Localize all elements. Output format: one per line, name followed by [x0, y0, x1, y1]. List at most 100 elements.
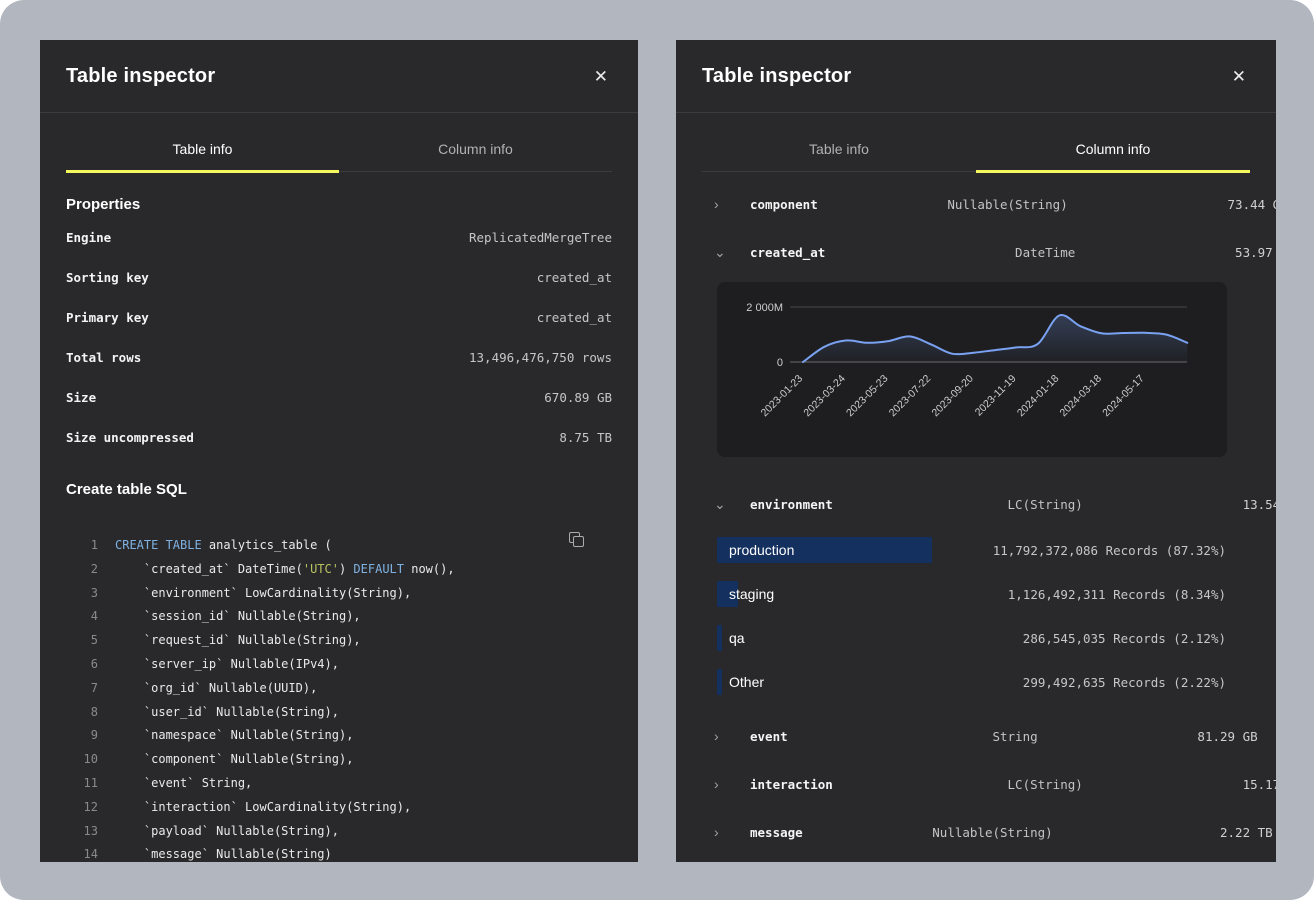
environment-value-bar-wrap: production	[717, 537, 806, 563]
close-icon[interactable]: ✕	[590, 64, 612, 89]
column-type: String	[788, 729, 1038, 744]
x-axis-tick-label: 2024-01-18	[1015, 373, 1062, 420]
y-axis-tick-label: 2 000M	[746, 302, 783, 314]
chevron-right-icon[interactable]: ›	[714, 777, 750, 791]
property-value: created_at	[537, 310, 612, 325]
property-label: Primary key	[66, 310, 149, 325]
property-row: Sorting key created_at	[66, 257, 612, 297]
sql-code-line: 12 `interaction` LowCardinality(String),	[66, 796, 612, 820]
column-row-message[interactable]: ›messageNullable(String)2.22 TB	[676, 808, 1276, 856]
sql-code-block: 1CREATE TABLE analytics_table (2 `create…	[66, 534, 612, 862]
close-icon[interactable]: ✕	[1228, 64, 1250, 89]
environment-value-label: qa	[717, 630, 757, 646]
x-axis-tick-label: 2023-05-23	[844, 373, 891, 420]
column-name: component	[750, 197, 818, 212]
property-value: 8.75 TB	[559, 430, 612, 445]
environment-value-records: 286,545,035 Records (2.12%)	[1023, 631, 1226, 646]
column-size: 53.97 GB	[1075, 245, 1276, 260]
column-type: Nullable(String)	[803, 825, 1053, 840]
line-number: 12	[66, 796, 98, 820]
column-size: 73.44 GB	[1068, 197, 1276, 212]
tab-table-info[interactable]: Table info	[702, 126, 976, 171]
property-row: Size uncompressed8.75 TB	[66, 417, 612, 457]
property-value: created_at	[537, 270, 612, 285]
tab-column-info[interactable]: Column info	[339, 126, 612, 171]
column-size: 13.54 GB	[1083, 497, 1276, 512]
sql-code-line: 13 `payload` Nullable(String),	[66, 820, 612, 844]
x-axis-tick-label: 2023-07-22	[887, 373, 934, 420]
tab-column-info[interactable]: Column info	[976, 126, 1250, 171]
column-name: event	[750, 729, 788, 744]
column-row-component[interactable]: ›componentNullable(String)73.44 GB	[676, 180, 1276, 228]
tab-bar: Table info Column info	[66, 126, 612, 172]
environment-value-bar-wrap: staging	[717, 581, 786, 607]
environment-value-label: staging	[717, 586, 786, 602]
created-at-distribution-chart: 02 000M2023-01-232023-03-242023-05-23202…	[717, 282, 1227, 457]
table-info-content: Properties Engine ReplicatedMergeTree Sort…	[40, 196, 638, 862]
tab-table-info[interactable]: Table info	[66, 126, 339, 171]
x-axis-tick-label: 2023-11-19	[973, 373, 1019, 419]
chevron-down-icon[interactable]: ⌄	[714, 245, 750, 259]
environment-value-row: Other299,492,635 Records (2.22%)	[676, 660, 1276, 704]
column-row-interaction[interactable]: ›interactionLC(String)15.17 GB	[676, 760, 1276, 808]
column-row-event[interactable]: ›eventString81.29 GB	[676, 712, 1276, 760]
modal-title: Table inspector	[66, 65, 215, 88]
property-value: ReplicatedMergeTree	[469, 230, 612, 245]
modal-header: Table inspector ✕	[676, 40, 1276, 113]
line-number: 5	[66, 629, 98, 653]
sql-code-line: 14 `message` Nullable(String)	[66, 843, 612, 862]
property-row: Total rows13,496,476,750 rows	[66, 337, 612, 377]
line-number: 4	[66, 605, 98, 629]
chevron-right-icon[interactable]: ›	[714, 729, 750, 743]
property-label: Engine	[66, 230, 111, 245]
line-number: 3	[66, 582, 98, 606]
column-type: Nullable(String)	[818, 197, 1068, 212]
column-name: interaction	[750, 777, 833, 792]
column-size: 2.22 TB	[1053, 825, 1273, 840]
line-number: 11	[66, 772, 98, 796]
property-label: Size	[66, 390, 96, 405]
property-label: Total rows	[66, 350, 141, 365]
table-inspector-modal-column-info: Table inspector ✕ Table info Column info…	[676, 40, 1276, 862]
copy-icon[interactable]	[569, 532, 586, 549]
environment-value-row: qa 286,545,035 Records (2.12%)	[676, 616, 1276, 660]
environment-value-label: Other	[717, 674, 776, 690]
chevron-right-icon[interactable]: ›	[714, 825, 750, 839]
property-row: Size 670.89 GB	[66, 377, 612, 417]
column-name: environment	[750, 497, 833, 512]
table-inspector-modal-table-info: Table inspector ✕ Table info Column info…	[40, 40, 638, 862]
column-name: message	[750, 825, 803, 840]
property-value: 670.89 GB	[544, 390, 612, 405]
environment-value-row: production11,792,372,086 Records (87.32%…	[676, 528, 1276, 572]
sql-code-line: 11 `event` String,	[66, 772, 612, 796]
column-type: LC(String)	[833, 497, 1083, 512]
line-number: 6	[66, 653, 98, 677]
environment-value-records: 1,126,492,311 Records (8.34%)	[1008, 587, 1226, 602]
line-number: 1	[66, 534, 98, 558]
line-number: 9	[66, 724, 98, 748]
area-fill	[803, 315, 1187, 362]
sql-code-line: 7 `org_id` Nullable(UUID),	[66, 677, 612, 701]
chevron-down-icon[interactable]: ⌄	[714, 497, 750, 511]
page-background: Table inspector ✕ Table info Column info…	[0, 0, 1314, 900]
column-row-created_at[interactable]: ⌄created_atDateTime53.97 GB	[676, 228, 1276, 276]
x-axis-tick-label: 2023-03-24	[801, 373, 848, 420]
column-size: 15.17 GB	[1083, 777, 1276, 792]
sql-lines: 1CREATE TABLE analytics_table (2 `create…	[66, 534, 612, 862]
sql-code-line: 8 `user_id` Nullable(String),	[66, 701, 612, 725]
property-label: Sorting key	[66, 270, 149, 285]
properties-list: Engine ReplicatedMergeTree Sorting key crea…	[66, 217, 612, 457]
x-axis-tick-label: 2024-03-18	[1058, 373, 1105, 420]
tab-bar: Table info Column info	[702, 126, 1250, 172]
column-row-environment[interactable]: ⌄environmentLC(String)13.54 GB	[676, 480, 1276, 528]
property-row: Primary key created_at	[66, 297, 612, 337]
column-size: 81.29 GB	[1038, 729, 1258, 744]
sql-code-line: 2 `created_at` DateTime('UTC') DEFAULT n…	[66, 558, 612, 582]
chevron-right-icon[interactable]: ›	[714, 197, 750, 211]
x-axis-tick-label: 2024-05-17	[1100, 373, 1147, 420]
environment-value-bar-wrap: qa	[717, 625, 757, 651]
create-table-sql-heading: Create table SQL	[66, 481, 612, 498]
environment-breakdown: production11,792,372,086 Records (87.32%…	[676, 528, 1276, 704]
line-number: 2	[66, 558, 98, 582]
properties-heading: Properties	[66, 196, 612, 213]
